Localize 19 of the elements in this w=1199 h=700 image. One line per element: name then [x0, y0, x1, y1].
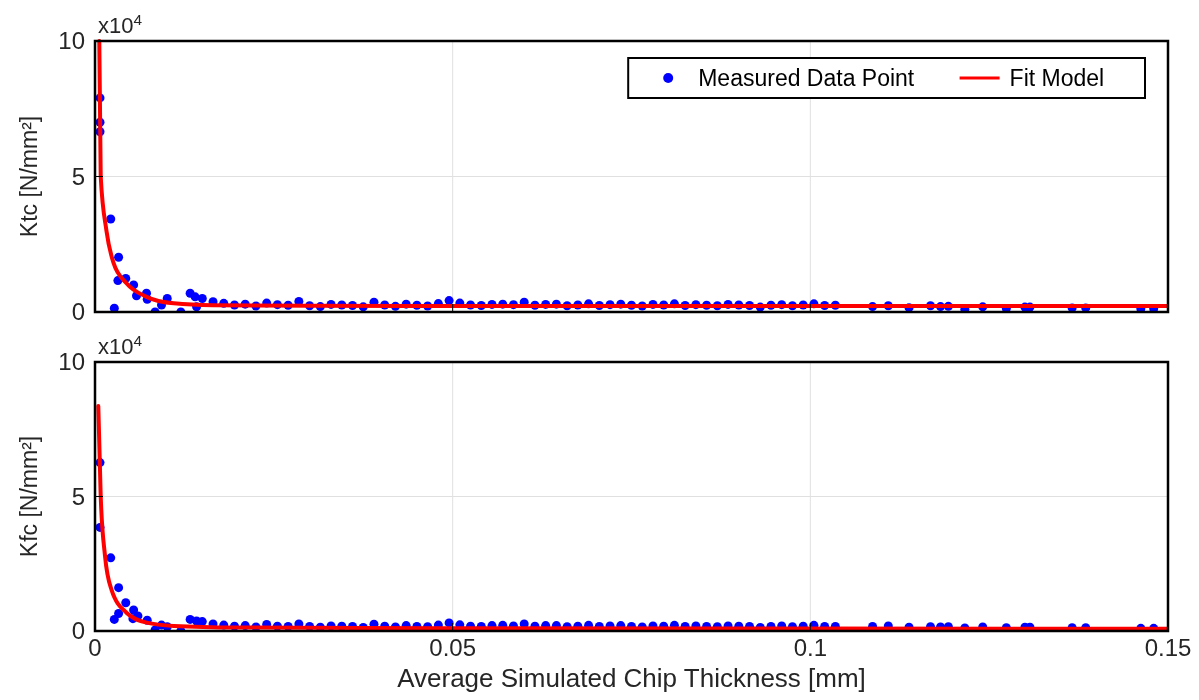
y-tick-label: 5 [71, 162, 85, 190]
y-tick-label: 10 [58, 348, 85, 375]
x-tick-label: 0.15 [1144, 634, 1192, 661]
x-tick-label: 0.1 [793, 634, 828, 661]
line-series [96, 404, 1168, 631]
x-tick-label: 0 [88, 634, 102, 661]
x-tick-label: 0.05 [429, 634, 477, 661]
y-tick-label: 0 [71, 298, 85, 325]
line-series [97, 39, 1168, 309]
y-tick-label: 0 [71, 617, 85, 644]
y-axis-title: Ktc [N/mm²] [16, 115, 42, 238]
x-axis-title: Average Simulated Chip Thickness [mm] [397, 663, 866, 693]
text: x10$^{4}$ [98, 10, 143, 38]
legend-label: Measured Data Point [698, 65, 915, 91]
y-tick-label: 5 [71, 482, 85, 510]
y-axis-title: Kfc [N/mm²] [16, 435, 42, 558]
y-tick-label: 10 [58, 27, 85, 54]
legend-label: Fit Model [1009, 65, 1105, 91]
text: x10$^{4}$ [98, 331, 143, 359]
